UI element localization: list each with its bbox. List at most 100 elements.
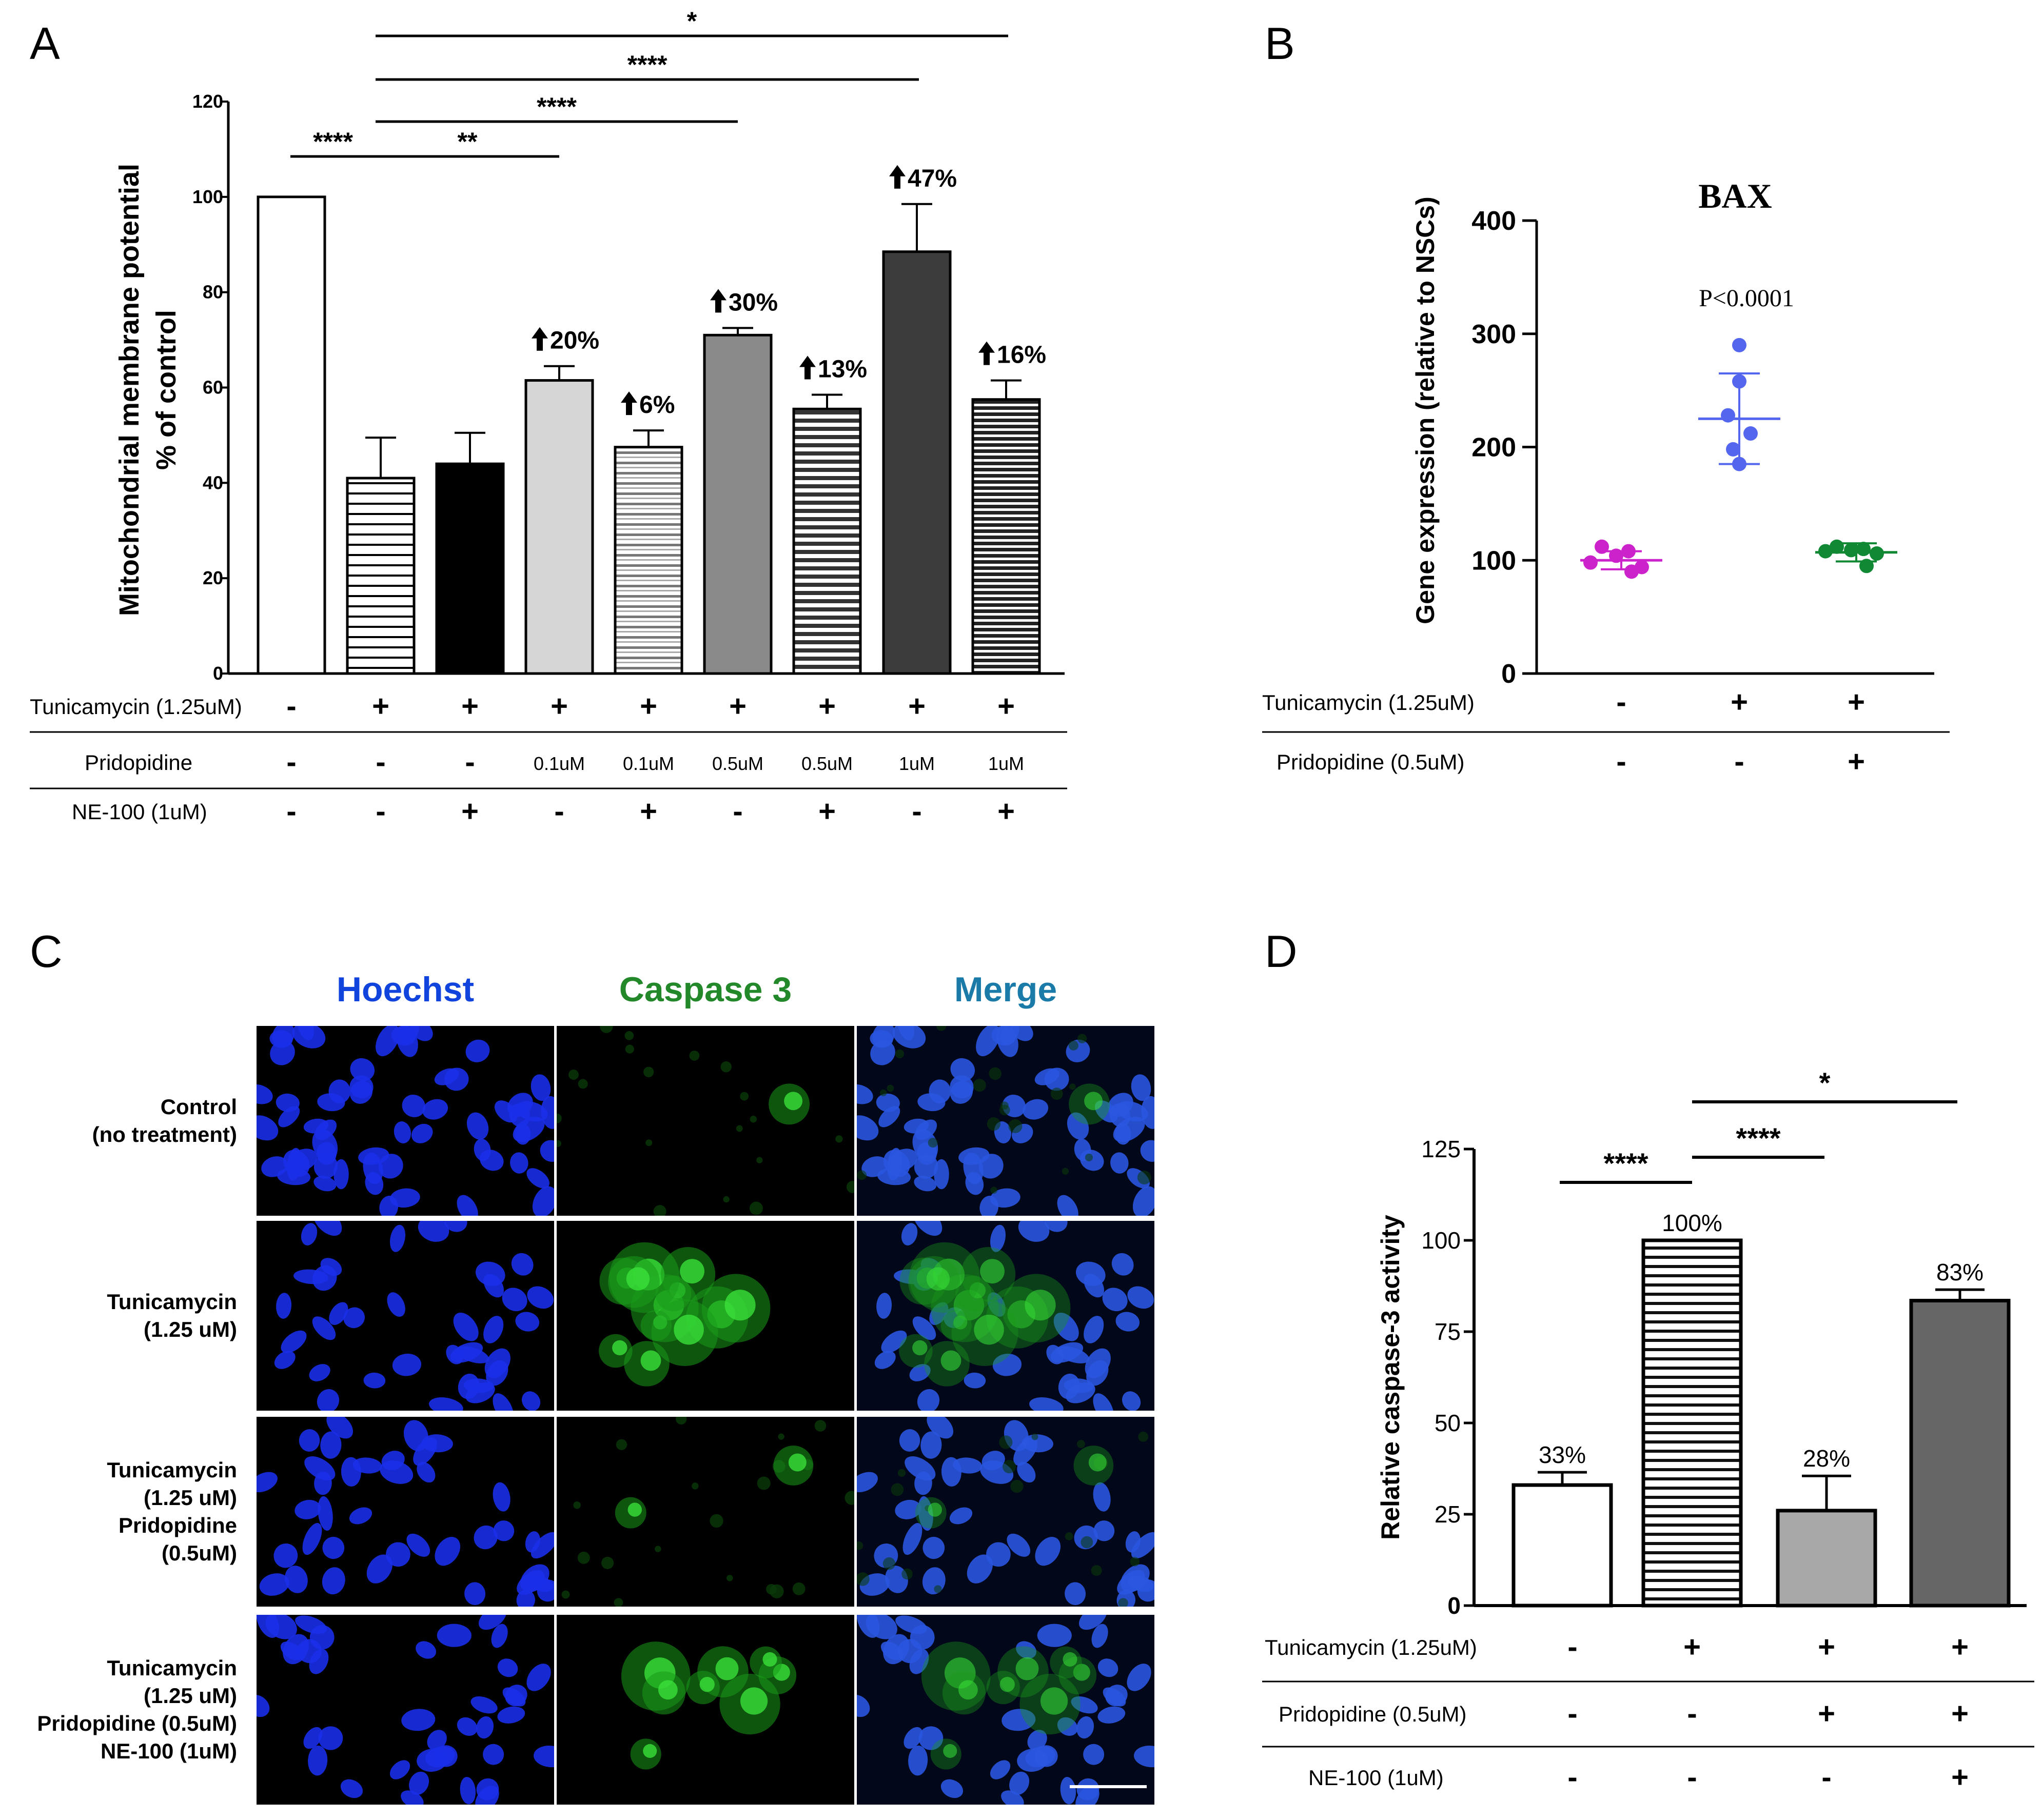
green-signal bbox=[928, 1138, 938, 1148]
green-signal bbox=[614, 1598, 623, 1607]
bar bbox=[1511, 1483, 1613, 1608]
nucleus bbox=[381, 1451, 405, 1471]
up-arrow-icon bbox=[799, 355, 816, 380]
image-background bbox=[557, 1417, 854, 1607]
condition-value: - bbox=[1567, 1760, 1577, 1794]
row-label: Control (no treatment) bbox=[92, 1095, 237, 1146]
condition-value: - bbox=[912, 795, 921, 828]
y-axis-label-2: % of control bbox=[151, 310, 182, 470]
nucleus bbox=[981, 1451, 1005, 1471]
nucleus bbox=[400, 1026, 419, 1045]
nucleus bbox=[912, 1316, 936, 1340]
data-label: 47% bbox=[908, 165, 957, 192]
data-label: 20% bbox=[550, 327, 599, 354]
nucleus bbox=[497, 1658, 518, 1677]
nucleus bbox=[918, 1726, 944, 1750]
y-tick-label: 75 bbox=[1435, 1318, 1461, 1345]
nucleus bbox=[913, 1221, 943, 1236]
nucleus bbox=[270, 1040, 295, 1065]
nucleus bbox=[294, 1499, 321, 1519]
green-signal bbox=[1084, 1092, 1103, 1111]
nucleus bbox=[276, 1293, 292, 1319]
condition-label: Tunicamycin (1.25uM) bbox=[1265, 1635, 1477, 1659]
condition-value: - bbox=[554, 795, 564, 828]
y-tick-label: 80 bbox=[203, 282, 223, 303]
nucleus bbox=[297, 1639, 322, 1664]
nucleus bbox=[1140, 1140, 1154, 1162]
chart-a-membrane-potential: 0 20 40 60 80 100 120 Mitochondrial membrane po… bbox=[30, 7, 1067, 828]
green-signal bbox=[568, 1070, 579, 1080]
y-tick-label: 100 bbox=[1471, 546, 1516, 576]
green-signal bbox=[857, 1541, 863, 1550]
condition-value: - bbox=[1567, 1630, 1577, 1664]
nucleus bbox=[520, 1564, 549, 1592]
nucleus bbox=[876, 1093, 900, 1112]
nucleus bbox=[476, 1716, 494, 1739]
condition-value: + bbox=[551, 689, 568, 723]
nucleus bbox=[1131, 1532, 1154, 1559]
nucleus bbox=[866, 1615, 897, 1639]
nucleus bbox=[1110, 1152, 1129, 1174]
nucleus bbox=[514, 1123, 531, 1145]
nucleus bbox=[457, 1195, 478, 1216]
nucleus bbox=[857, 1084, 873, 1104]
nucleus bbox=[261, 1156, 288, 1177]
green-signal bbox=[1063, 1652, 1077, 1667]
nucleus bbox=[422, 1099, 448, 1120]
green-signal bbox=[999, 1435, 1013, 1449]
nucleus bbox=[257, 1115, 279, 1141]
nucleus bbox=[987, 1292, 1006, 1317]
green-signal bbox=[1073, 1664, 1090, 1681]
nucleus bbox=[964, 1372, 986, 1389]
green-signal bbox=[1068, 1040, 1078, 1051]
significance-label: **** bbox=[1603, 1147, 1648, 1179]
nucleus bbox=[1084, 1316, 1104, 1343]
nucleus bbox=[257, 1084, 273, 1104]
nucleus bbox=[515, 1312, 540, 1332]
nucleus bbox=[313, 1176, 337, 1192]
nucleus bbox=[857, 1694, 870, 1717]
nucleus bbox=[329, 1302, 348, 1325]
nucleus bbox=[534, 1746, 554, 1768]
nucleus bbox=[986, 1542, 1011, 1567]
nucleus bbox=[278, 1106, 300, 1127]
significance-label: ** bbox=[458, 127, 478, 156]
data-point bbox=[1743, 426, 1758, 441]
nucleus bbox=[389, 1760, 410, 1779]
nucleus bbox=[522, 1391, 541, 1411]
nucleus bbox=[457, 1717, 478, 1736]
data-point bbox=[1624, 564, 1639, 579]
nucleus bbox=[257, 1694, 270, 1717]
nucleus bbox=[895, 1499, 921, 1519]
nucleus bbox=[902, 1523, 922, 1555]
green-signal bbox=[936, 1026, 947, 1031]
nucleus bbox=[1093, 1393, 1114, 1411]
data-label: 83% bbox=[1936, 1259, 1984, 1285]
green-signal bbox=[1010, 1479, 1024, 1493]
nucleus bbox=[526, 1168, 549, 1189]
up-arrow-icon bbox=[621, 391, 637, 416]
nucleus bbox=[401, 1709, 436, 1731]
nucleus bbox=[259, 1573, 289, 1596]
data-point bbox=[1583, 555, 1598, 570]
condition-value: - bbox=[1616, 745, 1626, 778]
nucleus bbox=[366, 1554, 392, 1584]
green-signal bbox=[640, 1350, 661, 1371]
nucleus bbox=[1076, 1716, 1094, 1739]
nucleus bbox=[406, 1533, 430, 1557]
green-signal bbox=[770, 1584, 784, 1598]
nucleus bbox=[874, 1351, 896, 1369]
condition-value: + bbox=[461, 795, 479, 828]
condition-value: + bbox=[1848, 745, 1865, 778]
data-label: 28% bbox=[1803, 1445, 1850, 1472]
condition-label: Pridopidine bbox=[85, 750, 192, 775]
data-point bbox=[1721, 408, 1735, 423]
green-signal bbox=[1138, 1431, 1149, 1442]
nucleus bbox=[465, 1039, 490, 1062]
significance-label: **** bbox=[1736, 1122, 1780, 1154]
nucleus bbox=[318, 1496, 333, 1531]
green-signal bbox=[778, 1433, 784, 1440]
nucleus bbox=[257, 1472, 278, 1493]
bar bbox=[346, 477, 416, 675]
